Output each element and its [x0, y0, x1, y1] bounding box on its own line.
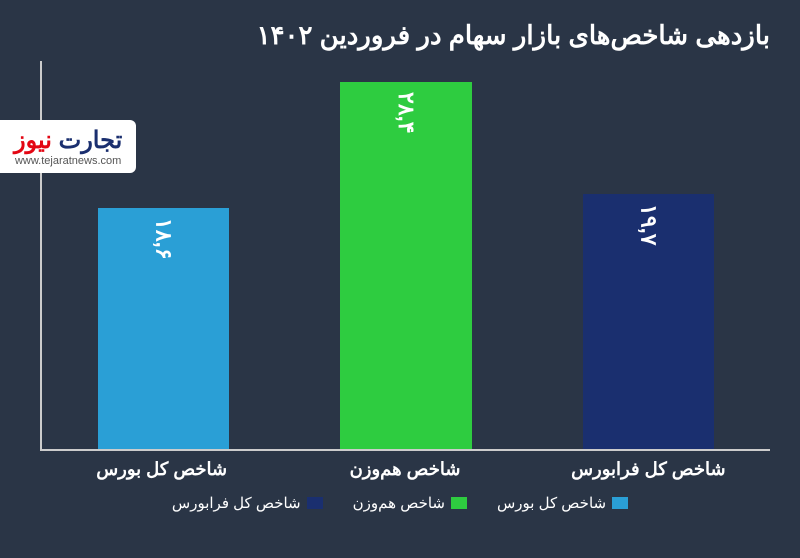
logo-box: تجارت نیوز www.tejaratnews.com	[0, 120, 136, 173]
logo-text: تجارت نیوز	[14, 126, 122, 155]
x-axis-label: شاخص کل فرابورس	[527, 459, 770, 480]
chart-title: بازدهی شاخص‌های بازار سهام در فروردین ۱۴…	[30, 20, 770, 51]
legend-swatch	[307, 497, 323, 509]
bar: ۱۸,۶	[98, 208, 229, 449]
bar-value-label: ۱۹,۷	[636, 204, 662, 246]
legend-label: شاخص هم‌وزن	[353, 494, 445, 512]
x-axis-label: شاخص کل بورس	[40, 459, 283, 480]
legend-item: شاخص کل فرابورس	[172, 494, 323, 512]
legend-item: شاخص هم‌وزن	[353, 494, 467, 512]
chart-container: بازدهی شاخص‌های بازار سهام در فروردین ۱۴…	[0, 0, 800, 558]
bar: ۱۹,۷	[583, 194, 714, 449]
bar-value-label: ۱۸,۶	[150, 218, 176, 260]
legend-swatch	[612, 497, 628, 509]
x-axis-labels: شاخص کل بورسشاخص هم‌وزنشاخص کل فرابورس	[40, 459, 770, 480]
plot-area: ۱۸,۶ ۲۸,۴ ۱۹,۷	[40, 61, 770, 451]
legend-item: شاخص کل بورس	[497, 494, 628, 512]
bar: ۲۸,۴	[340, 82, 471, 449]
legend-label: شاخص کل فرابورس	[172, 494, 301, 512]
legend: شاخص کل بورس شاخص هم‌وزن شاخص کل فرابورس	[30, 494, 770, 512]
logo-url: www.tejaratnews.com	[14, 155, 122, 167]
x-axis-label: شاخص هم‌وزن	[283, 459, 526, 480]
legend-swatch	[451, 497, 467, 509]
legend-label: شاخص کل بورس	[497, 494, 606, 512]
bar-value-label: ۲۸,۴	[393, 92, 419, 134]
